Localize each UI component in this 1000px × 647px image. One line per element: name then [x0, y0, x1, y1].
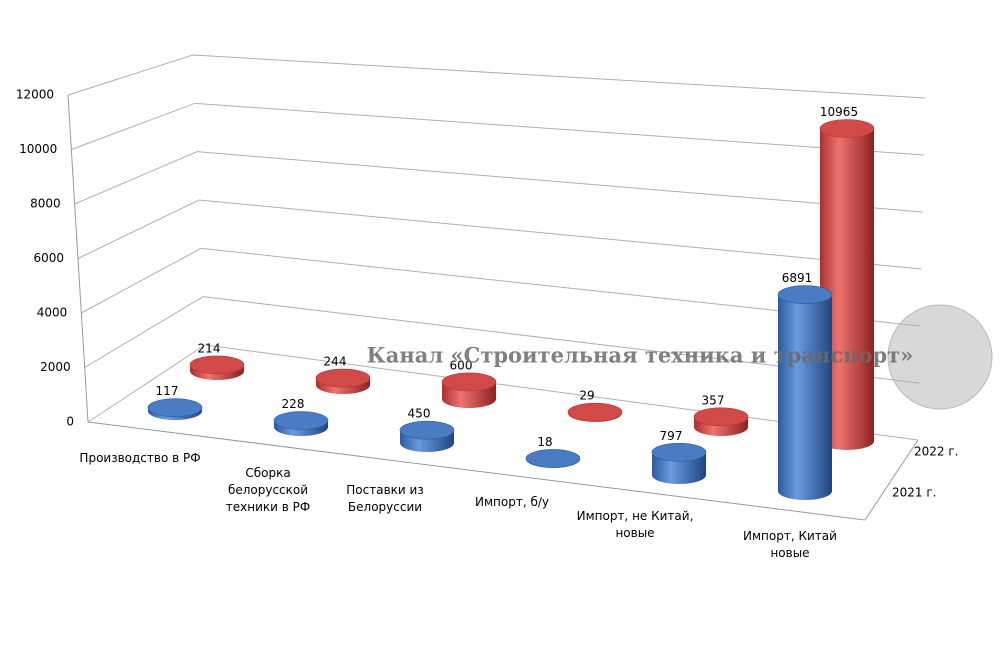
x-tick-label: Производство в РФ — [79, 451, 201, 465]
value-label: 29 — [579, 389, 594, 403]
cylinder — [693, 407, 749, 436]
x-tick-label: Поставки из Белоруссии — [346, 483, 424, 514]
floor-edge — [87, 421, 919, 521]
logo-circle — [887, 304, 993, 410]
value-label: 214 — [198, 341, 221, 355]
cylinder — [651, 442, 707, 484]
cylinder — [567, 402, 623, 422]
cylinder-top — [399, 420, 455, 440]
cylinder-body — [820, 128, 874, 450]
cylinder — [189, 355, 245, 380]
cylinder-top — [819, 119, 875, 138]
value-label: 244 — [324, 355, 347, 369]
cylinder-top — [777, 285, 833, 304]
grid-line — [67, 54, 926, 99]
y-tick-label: 6000 — [33, 251, 64, 265]
cylinder-top — [567, 402, 623, 422]
cylinder-top — [651, 442, 707, 462]
x-tick-label: Импорт, б/у — [475, 495, 549, 509]
value-label: 6891 — [782, 271, 813, 285]
grid-line — [71, 102, 924, 156]
value-label: 117 — [156, 384, 179, 398]
grid-line — [81, 247, 921, 327]
cylinder-body — [778, 294, 832, 500]
x-tick-label: Сборка белорусской техники в РФ — [225, 466, 311, 514]
cylinder-top — [315, 368, 371, 388]
value-label: 797 — [660, 429, 683, 443]
x-tick-label: Импорт, не Китай, новые — [576, 509, 694, 540]
value-label: 10965 — [820, 105, 858, 119]
cylinder — [399, 420, 455, 452]
cylinder-top — [273, 411, 329, 430]
value-label: 600 — [450, 358, 473, 372]
value-label: 18 — [537, 435, 552, 449]
y-tick-label: 2000 — [40, 360, 71, 374]
y-tick-label: 4000 — [37, 306, 68, 320]
y-tick-label: 12000 — [16, 88, 54, 102]
cylinder-top — [525, 449, 581, 468]
cylinder-top — [147, 398, 203, 417]
y-tick-label: 10000 — [19, 142, 57, 156]
cylinder — [147, 398, 203, 420]
cylinder — [525, 449, 581, 468]
cylinder-top — [441, 372, 497, 392]
value-label: 228 — [282, 397, 305, 411]
grid-line — [77, 199, 922, 270]
x-tick-label: Импорт, Китай новые — [743, 529, 837, 560]
grid-line — [87, 344, 919, 441]
value-label: 450 — [408, 407, 431, 421]
watermark: Канал «Строительная техника и транспорт» — [367, 343, 914, 368]
axis-line — [67, 94, 89, 423]
grid-line — [74, 151, 923, 213]
value-label: 357 — [702, 393, 725, 407]
cylinder — [273, 411, 329, 436]
cylinder — [777, 285, 833, 500]
y-tick-label: 0 — [66, 415, 74, 429]
cylinder — [441, 372, 497, 408]
cylinder-top — [189, 355, 245, 375]
legend-label: 2021 г. — [892, 486, 936, 500]
legend-label: 2022 г. — [914, 445, 958, 459]
cylinder — [315, 368, 371, 394]
y-tick-label: 8000 — [30, 197, 61, 211]
grid-line — [84, 296, 920, 384]
cylinder-top — [693, 407, 749, 427]
cylinder — [819, 119, 875, 450]
